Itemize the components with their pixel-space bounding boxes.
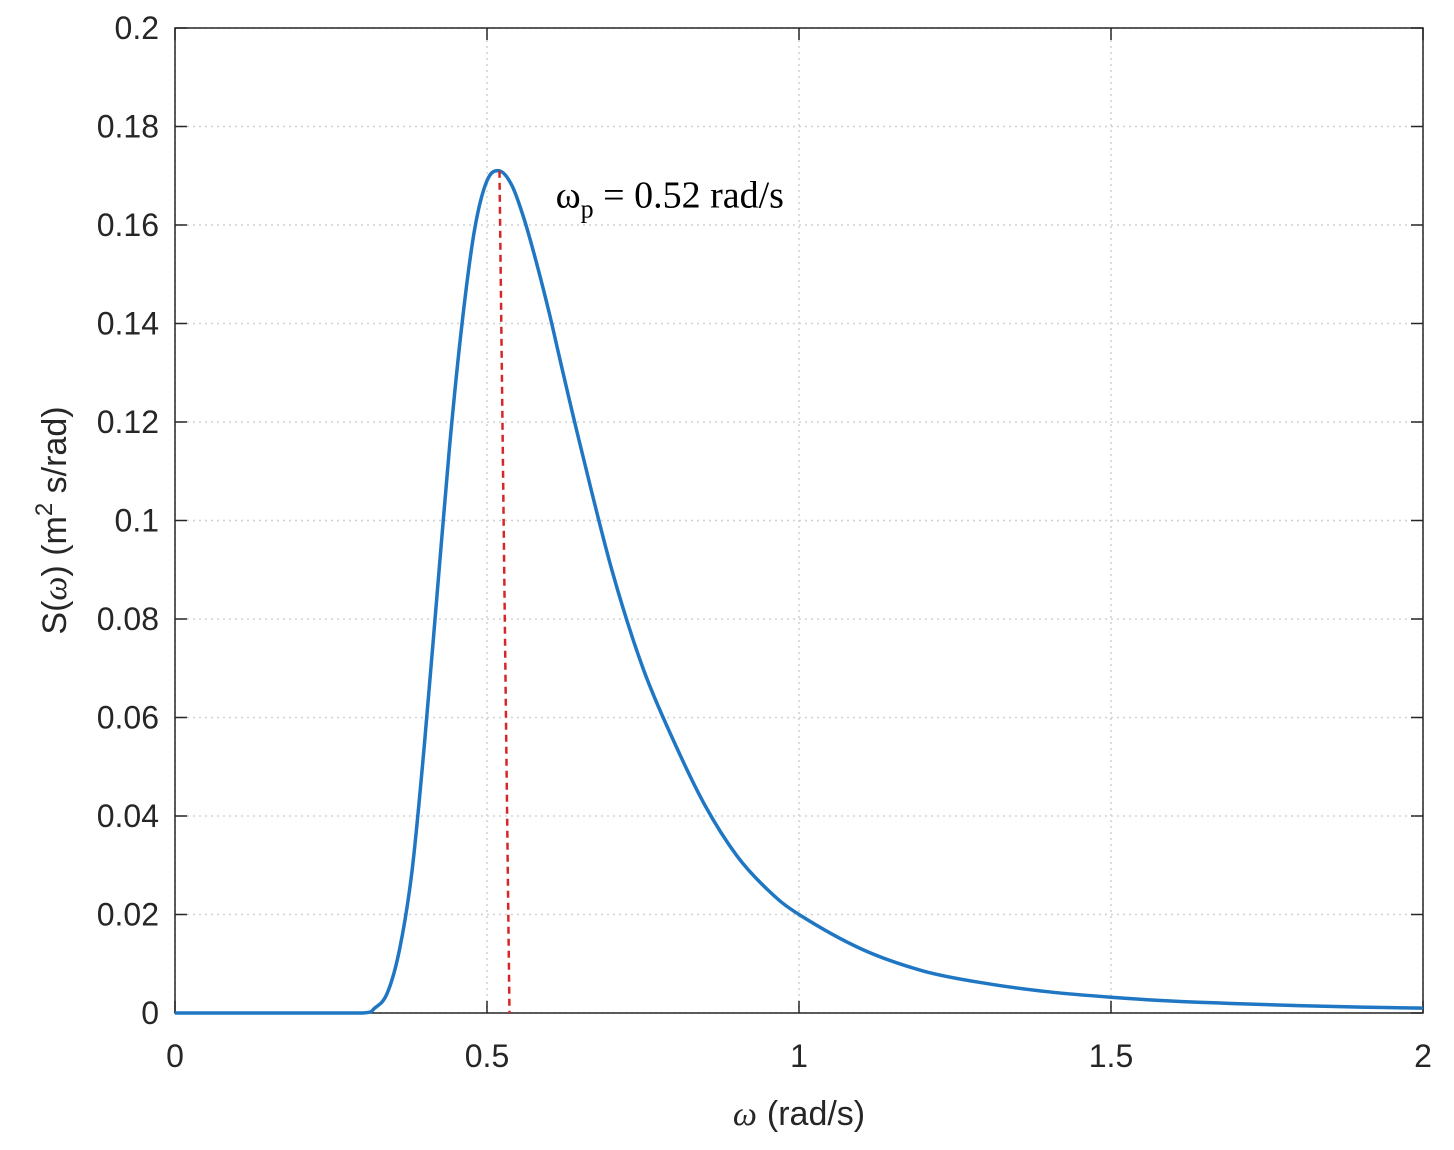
y-tick-label: 0 (141, 995, 159, 1031)
y-axis-label: S(ω) (m2 s/rad) (31, 406, 74, 634)
x-tick-label: 2 (1414, 1038, 1432, 1074)
y-tick-label: 0.1 (115, 503, 159, 539)
x-tick-label: 0.5 (465, 1038, 509, 1074)
y-axis-label-sup: 2 (31, 503, 58, 516)
x-axis-label-unit: (rad/s) (767, 1095, 865, 1133)
grid-layer (174, 27, 1424, 1014)
y-axis-label-omega: ω (37, 577, 74, 601)
annotation-rest: = 0.52 rad/s (594, 175, 784, 217)
x-tick-label: 0 (166, 1038, 184, 1074)
y-tick-label: 0.02 (97, 897, 159, 933)
x-tick-label: 1 (790, 1038, 808, 1074)
annotation-subscript: p (581, 195, 594, 224)
y-tick-label: 0.16 (97, 207, 159, 243)
series-layer (175, 168, 1424, 1015)
x-axis-label-symbol: ω (733, 1096, 757, 1133)
x-tick-label: 1.5 (1089, 1038, 1133, 1074)
y-tick-label: 0.06 (97, 700, 159, 736)
peak-marker-line (498, 170, 511, 1014)
tick-layer: 0 0.5 1 1.5 2 0 0.02 0.04 0.06 0.08 0.1 0.12 0.14 0.1… (97, 10, 1432, 1074)
spectrum-series-line (175, 168, 1424, 1015)
annotation-omega: ω (556, 175, 581, 217)
y-tick-label: 0.14 (97, 306, 159, 342)
y-tick-label: 0.2 (115, 10, 159, 46)
y-tick-label: 0.12 (97, 404, 159, 440)
peak-annotation: ωp = 0.52 rad/s (556, 175, 784, 224)
y-axis-label-prefix: S( (36, 600, 74, 635)
y-axis-label-mid: ) (m (36, 516, 74, 576)
y-axis-label-suffix: s/rad) (36, 406, 74, 502)
y-tick-label: 0.18 (97, 109, 159, 145)
y-tick-label: 0.04 (97, 798, 159, 834)
y-tick-label: 0.08 (97, 601, 159, 637)
x-axis-label: ω (rad/s) (733, 1095, 865, 1133)
